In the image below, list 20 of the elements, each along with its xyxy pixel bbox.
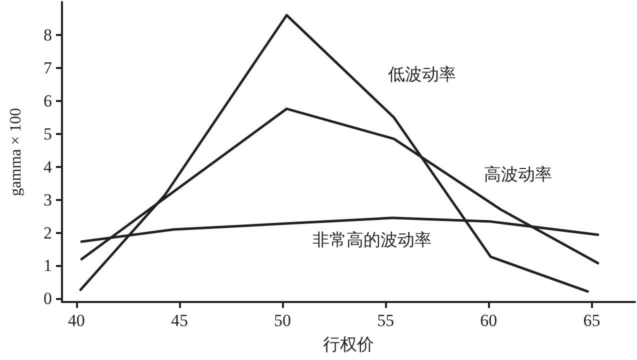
y-tick-label: 6 — [44, 91, 52, 110]
y-tick-label: 2 — [44, 223, 52, 242]
y-tick-label: 8 — [44, 25, 52, 44]
x-tick-label: 50 — [274, 311, 292, 330]
y-tick-label: 3 — [44, 190, 52, 210]
series-label: 非常高的波动率 — [312, 230, 432, 250]
x-axis-title: 行权价 — [323, 335, 374, 354]
x-tick-label: 55 — [377, 311, 394, 330]
y-tick-label: 1 — [44, 256, 52, 276]
y-axis-title: gamma × 100 — [8, 108, 24, 196]
x-tick-label: 40 — [68, 311, 85, 330]
x-tick-label: 60 — [480, 311, 498, 330]
y-tick-label: 7 — [44, 58, 52, 78]
y-tick-label: 4 — [44, 157, 52, 176]
y-tick-label: 5 — [44, 124, 52, 144]
series-label: 高波动率 — [484, 165, 552, 184]
x-tick-label: 65 — [583, 311, 600, 330]
series-label: 低波动率 — [388, 64, 456, 84]
y-tick-label: 0 — [44, 289, 52, 308]
x-tick-label: 45 — [170, 311, 188, 330]
